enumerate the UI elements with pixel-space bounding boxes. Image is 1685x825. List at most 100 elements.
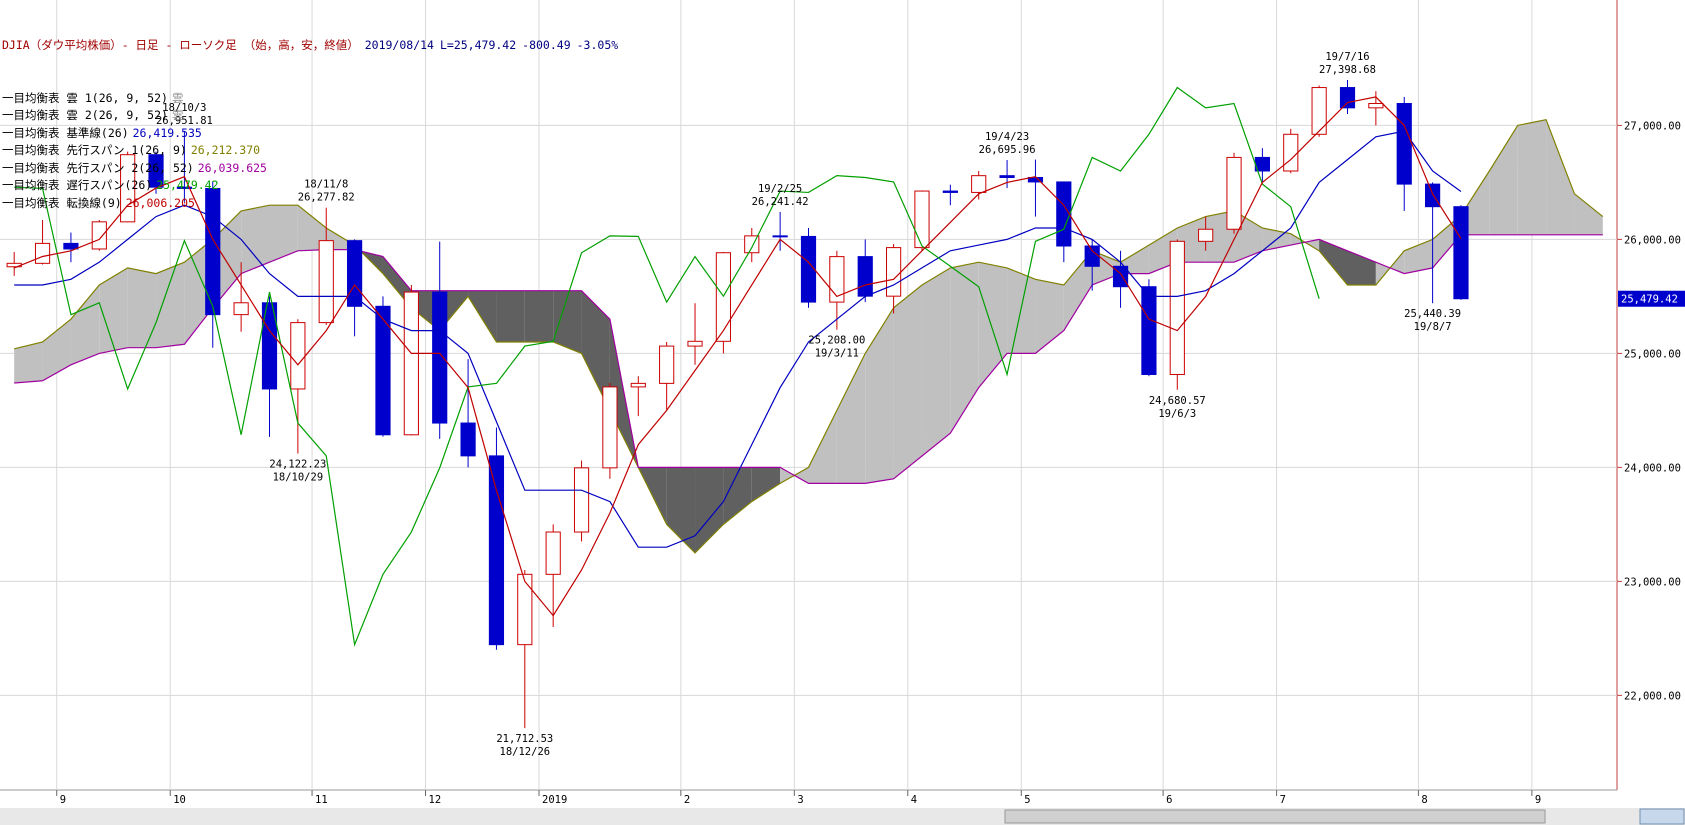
legend-entry: 一目均衡表 雲 1(26, 9, 52) 雲 [2,90,624,108]
y-tick-label: 23,000.00 [1624,576,1681,588]
y-tick-label: 22,000.00 [1624,690,1681,702]
x-tick-label: 11 [315,794,328,806]
x-tick-label: 3 [797,794,803,806]
title-row: DJIA（ダウ平均株価）- 日足 - ローソク足 （始，高，安，終値） 2019/… [2,37,624,55]
annotations: 18/10/326,951.8118/11/826,277.8219/2/252… [156,51,1461,758]
candle-body [1396,103,1412,185]
cloud-segment [14,341,43,384]
legend-entry: 一目均衡表 遅行スパン(26) 25,479.42 [2,177,624,195]
annotation-date: 19/8/7 [1414,321,1452,333]
annotation-value: 25,208.00 [808,335,865,347]
cloud-segment [836,353,866,484]
cloud-segment [468,290,497,342]
change-pct: -3.05% [576,38,619,52]
legend-entry: 一目均衡表 基準線(26) 26,419.535 [2,125,624,143]
cloud-segment [893,284,922,479]
annotation-date: 19/7/16 [1325,51,1369,63]
candle-body [233,302,249,316]
candle-body [91,221,107,250]
annotation-date: 18/10/3 [162,102,206,114]
candle-body [857,256,873,297]
candle-body [403,291,419,436]
x-tick-label: 8 [1421,794,1427,806]
scrollbar-thumb[interactable] [1004,809,1546,824]
cloud-segment [156,262,185,348]
candle-body [573,467,590,533]
legend-name: 一目均衡表 雲 1(26, 9, 52) [2,90,168,105]
cloud-segment [1517,119,1547,235]
candle-body [1169,240,1185,375]
candle-body [886,247,902,297]
y-tick-label: 27,000.00 [1624,120,1681,132]
cloud [14,119,1604,554]
legend-value: 25,479.42 [156,178,219,192]
legend-entry: 一目均衡表 先行スパン 1(26, 9) 26,212.370 [2,142,624,160]
legend-name: 一目均衡表 先行スパン 2(26, 52) [2,160,194,175]
indicator-line [14,86,1320,647]
legend-name: 一目均衡表 転換線(9) [2,195,122,210]
cloud-segment [297,205,327,251]
date: 2019/08/14 [364,38,434,52]
x-tick-label: 4 [911,794,917,806]
legend-value: 雲 [171,108,184,122]
indicator-line [14,130,1462,548]
cloud-segment [865,307,894,484]
x-tick-label: 10 [173,794,186,806]
candle-body [971,175,987,193]
y-tick-label: 25,000.00 [1624,348,1681,360]
y-tick-label: 24,000.00 [1624,462,1681,474]
legend-value: 26,212.370 [190,143,261,157]
annotation-date: 19/6/3 [1158,408,1196,420]
x-tick-label: 6 [1166,794,1172,806]
annotation-date: 19/2/25 [758,183,802,195]
chart-title: DJIA（ダウ平均株価）- 日足 - ローソク足 （始，高，安，終値） [2,38,359,52]
candle-body [602,386,618,469]
candle-body [772,235,788,238]
annotation-value: 27,398.68 [1319,64,1376,76]
cloud-segment [978,262,1008,388]
header: DJIA（ダウ平均株価）- 日足 - ローソク足 （始，高，安，終値） 2019/… [2,2,624,230]
cloud-segment [921,267,951,456]
annotation-value: 21,712.53 [496,733,553,745]
span2-line [14,234,1603,484]
cloud-segment [1063,250,1093,331]
cloud-segment [1404,239,1433,274]
candle-body [1084,245,1100,267]
candle-body [460,422,476,457]
x-tick-label: 12 [429,794,442,806]
cloud-segment [950,262,979,434]
cloud-segment [127,267,157,348]
cloud-segment [1574,193,1603,235]
cloud-segment [1035,279,1064,354]
candle-body [517,573,533,646]
legend: 一目均衡表 雲 1(26, 9, 52) 雲一目均衡表 雲 2(26, 9, 52… [2,90,624,213]
candle-body [1198,228,1214,242]
zoom-buttons[interactable] [1639,808,1685,825]
cloud-segment [1489,125,1518,235]
legend-value: 26,039.625 [197,160,267,175]
candle-body [375,305,391,436]
annotation-date: 18/11/8 [304,179,348,191]
last-price-tag [1618,290,1685,307]
candle-body [176,186,192,189]
candle-body [914,190,930,249]
cloud-segment [496,290,525,342]
candle-body [630,382,646,388]
indicator-line [13,96,1462,617]
cloud-segment [269,205,298,263]
candle-body [659,345,675,384]
candle-body [1311,87,1327,135]
cloud-segment [524,290,554,342]
candle-body [1283,133,1299,172]
candle-body [432,291,448,424]
candle-body [1425,183,1441,208]
cloud-segment [723,467,752,525]
annotation-value: 24,122.23 [269,458,326,470]
legend-entry: 一目均衡表 転換線(9) 26,006.205 [2,195,624,213]
cloud-segment [1347,250,1376,285]
candle-body [34,242,51,264]
candle-body [687,340,703,347]
x-tick-label: 9 [1535,794,1541,806]
legend-name: 一目均衡表 基準線(26) [2,125,129,140]
